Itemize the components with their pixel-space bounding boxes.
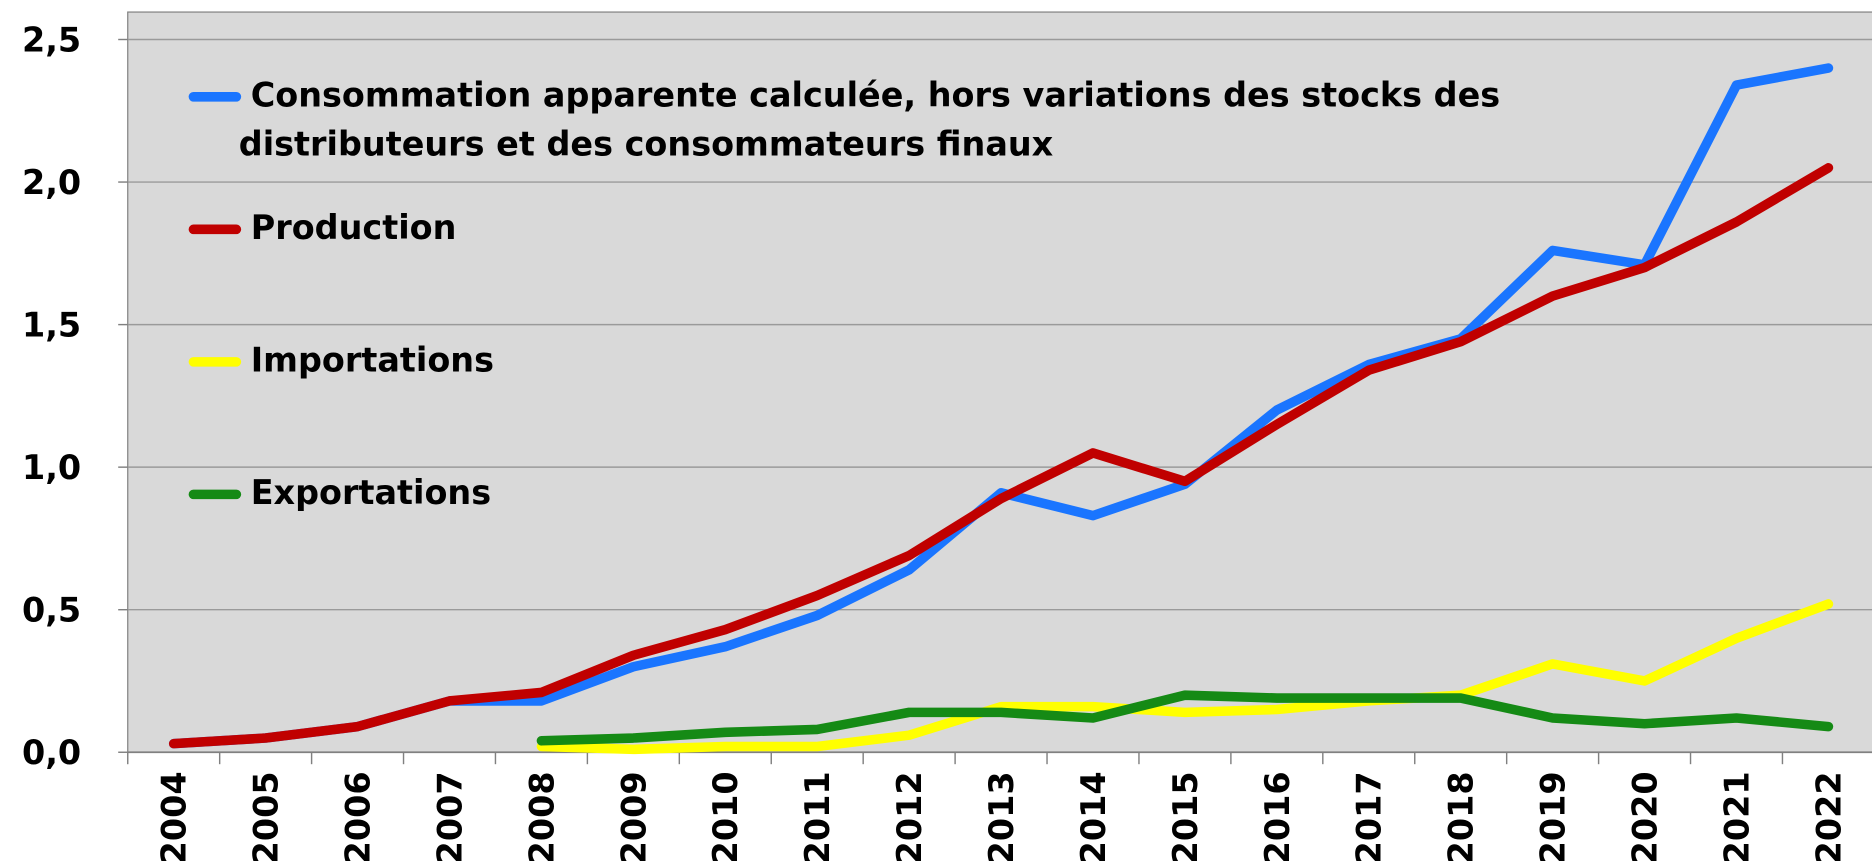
x-tick-label: 2009: [614, 771, 653, 861]
x-tick-label: 2014: [1074, 771, 1113, 861]
x-tick-label: 2016: [1258, 771, 1297, 861]
x-tick-label: 2020: [1626, 771, 1665, 861]
legend-label: Importations: [250, 340, 495, 380]
y-tick-label: 2,5: [22, 20, 81, 59]
x-tick-label: 2021: [1717, 771, 1756, 861]
x-tick-label: 2006: [339, 771, 378, 861]
y-tick-label: 0,0: [22, 733, 81, 772]
legend-item: Importations: [250, 340, 495, 380]
x-tick-label: 2022: [1809, 771, 1848, 861]
x-tick-label: 2013: [982, 771, 1021, 861]
x-tick-label: 2008: [522, 771, 561, 861]
y-tick-label: 1,5: [22, 306, 81, 345]
legend-item: Production: [250, 207, 457, 248]
legend-label: Exportations: [250, 472, 492, 513]
x-tick-label: 2011: [798, 771, 837, 861]
series-line: [536, 599, 1834, 755]
x-tick-label: 2015: [1166, 771, 1205, 861]
legend-item: Exportations: [250, 472, 492, 513]
series-line: [168, 163, 1834, 749]
y-tick-label: 0,5: [22, 591, 81, 630]
y-tick-label: 1,0: [22, 448, 81, 487]
x-tick-label: 2007: [430, 771, 469, 861]
legend-label: Consommation apparente calculée, hors va…: [238, 75, 1501, 164]
x-tick-label: 2019: [1534, 771, 1573, 861]
legend-item: Consommation apparente calculée, hors va…: [238, 75, 1501, 164]
x-tick-label: 2018: [1442, 771, 1481, 861]
x-tick-label: 2012: [890, 771, 929, 861]
x-tick-label: 2010: [706, 771, 745, 861]
x-tick-label: 2005: [247, 771, 286, 861]
legend-label: Production: [250, 207, 457, 248]
x-tick-label: 2017: [1350, 771, 1389, 861]
y-tick-label: 2,0: [22, 163, 81, 202]
series-line: [536, 690, 1834, 746]
x-tick-label: 2004: [155, 771, 194, 861]
plot-area: [127, 11, 1872, 753]
